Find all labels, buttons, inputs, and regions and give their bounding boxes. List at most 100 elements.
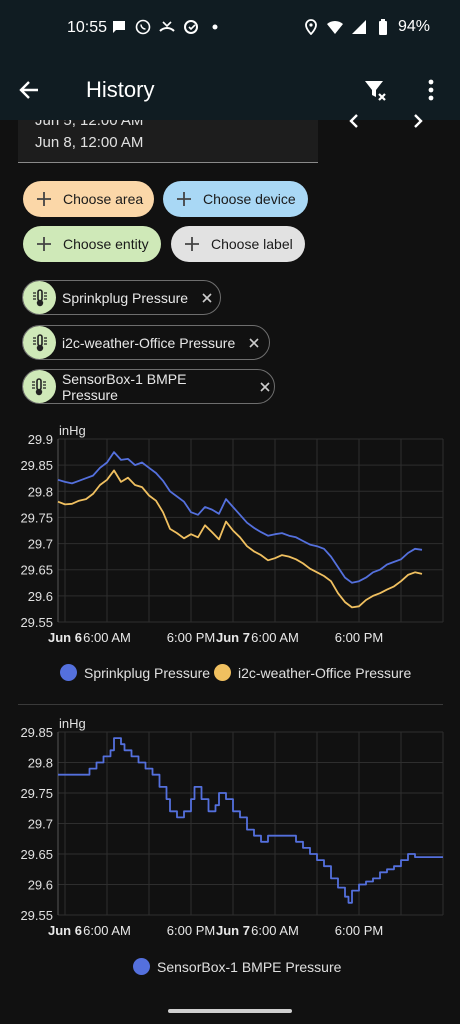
- y-tick-label: 29.55: [20, 908, 53, 923]
- y-tick-label: 29.75: [20, 786, 53, 801]
- history-chart-2[interactable]: inHg 29.85 29.8 29.75 29.7 29.65 29.6 29.55 Jun …: [0, 712, 460, 982]
- status-time: 10:55: [67, 19, 108, 36]
- x-tick-label: 6:00 AM: [83, 923, 131, 938]
- app-bar: History: [0, 58, 460, 120]
- y-tick-label: 29.8: [28, 484, 53, 499]
- entity-chip-label: Sprinkplug Pressure: [62, 289, 189, 306]
- series-line-0: [57, 451, 423, 584]
- status-bar: 10:55 94%: [0, 0, 460, 58]
- legend-label: i2c-weather-Office Pressure: [238, 664, 412, 681]
- history-chart-1[interactable]: inHg 29.9 29.85 29.8 29.75 29.7 29.65 29.6 29.55…: [0, 420, 460, 700]
- previous-range-button[interactable]: [342, 113, 366, 133]
- x-tick-label: Jun 6: [48, 630, 82, 645]
- x-tick-label: 6:00 AM: [251, 923, 299, 938]
- y-tick-label: 29.7: [28, 537, 53, 552]
- choose-entity-label: Choose entity: [63, 236, 149, 252]
- plus-icon: [37, 237, 51, 251]
- thermometer-icon: [23, 326, 56, 359]
- chart-1-plot[interactable]: inHg 29.9 29.85 29.8 29.75 29.7 29.65 29.6 29.55…: [0, 420, 460, 660]
- choose-label-label: Choose label: [211, 236, 293, 252]
- date-range-start: Jun 5, 12:00 AM: [35, 120, 144, 129]
- x-tick-label: Jun 6: [48, 923, 82, 938]
- x-tick-label: 6:00 PM: [335, 923, 383, 938]
- system-icons: 94%: [302, 18, 430, 36]
- legend-item-i2c-weather[interactable]: i2c-weather-Office Pressure: [214, 664, 411, 681]
- wifi-icon: [326, 18, 344, 36]
- plus-icon: [185, 237, 199, 251]
- axis-unit-label: inHg: [59, 716, 86, 731]
- close-icon: [260, 381, 270, 392]
- legend-item-sprinkplug[interactable]: Sprinkplug Pressure: [60, 664, 210, 681]
- chart-2-plot[interactable]: inHg29.8529.829.7529.729.6529.629.55Jun …: [0, 712, 460, 952]
- entity-chip-sprinkplug[interactable]: Sprinkplug Pressure: [22, 280, 221, 315]
- y-tick-label: 29.65: [20, 847, 53, 862]
- series-line-0: [58, 737, 443, 904]
- legend-label: SensorBox-1 BMPE Pressure: [157, 958, 342, 975]
- axis-unit-label: inHg: [59, 423, 86, 438]
- y-tick-label: 29.9: [28, 432, 53, 447]
- close-icon: [249, 337, 259, 348]
- choose-area-label: Choose area: [63, 191, 144, 207]
- y-tick-label: 29.8: [28, 756, 53, 771]
- legend-item-sensorbox[interactable]: SensorBox-1 BMPE Pressure: [133, 958, 341, 975]
- thermometer-icon: [23, 281, 56, 314]
- back-button[interactable]: [14, 75, 44, 105]
- sync-icon: [182, 18, 200, 36]
- legend-swatch: [133, 958, 150, 975]
- message-icon: [110, 18, 128, 36]
- choose-device-label: Choose device: [203, 191, 296, 207]
- chevron-left-icon: [349, 114, 358, 128]
- dot-icon: [206, 18, 224, 36]
- remove-entity-button[interactable]: [256, 378, 274, 396]
- plus-icon: [37, 192, 51, 206]
- date-range-picker[interactable]: Jun 5, 12:00 AM Jun 8, 12:00 AM: [18, 120, 318, 163]
- more-vert-icon: [428, 79, 434, 101]
- x-tick-label: Jun 7: [216, 630, 250, 645]
- clear-filter-button[interactable]: [360, 75, 390, 105]
- location-icon: [302, 18, 320, 36]
- close-icon: [202, 292, 212, 303]
- x-tick-label: 6:00 PM: [167, 630, 215, 645]
- thermometer-icon: [23, 370, 56, 403]
- y-tick-label: 29.6: [28, 878, 53, 893]
- x-tick-label: 6:00 AM: [83, 630, 131, 645]
- entity-chip-i2c-weather[interactable]: i2c-weather-Office Pressure: [22, 325, 270, 360]
- more-options-button[interactable]: [416, 75, 446, 105]
- x-tick-label: 6:00 PM: [167, 923, 215, 938]
- legend-label: Sprinkplug Pressure: [84, 664, 211, 681]
- choose-entity-button[interactable]: Choose entity: [23, 226, 161, 262]
- x-tick-label: 6:00 PM: [335, 630, 383, 645]
- x-tick-label: Jun 7: [216, 923, 250, 938]
- date-range-end: Jun 8, 12:00 AM: [35, 134, 144, 151]
- filter-clear-icon: [365, 81, 386, 101]
- choose-device-button[interactable]: Choose device: [163, 181, 308, 217]
- gesture-navigation-bar[interactable]: [168, 1009, 292, 1013]
- y-tick-label: 29.6: [28, 589, 53, 604]
- notification-icons: [110, 18, 224, 36]
- legend-swatch: [214, 664, 231, 681]
- x-tick-label: 6:00 AM: [251, 630, 299, 645]
- y-tick-label: 29.55: [20, 615, 53, 630]
- y-tick-label: 29.75: [20, 510, 53, 525]
- series-line-1: [57, 469, 423, 609]
- next-range-button[interactable]: [406, 113, 430, 133]
- remove-entity-button[interactable]: [198, 289, 216, 307]
- entity-chip-sensorbox[interactable]: SensorBox-1 BMPE Pressure: [22, 369, 275, 404]
- choose-label-button[interactable]: Choose label: [171, 226, 305, 262]
- entity-chip-label: SensorBox-1 BMPE Pressure: [61, 370, 187, 403]
- chevron-right-icon: [414, 114, 423, 128]
- y-tick-label: 29.7: [28, 817, 53, 832]
- missed-call-icon: [158, 18, 176, 36]
- battery-icon: [374, 18, 392, 36]
- y-tick-label: 29.85: [20, 725, 53, 740]
- remove-entity-button[interactable]: [245, 334, 263, 352]
- legend-swatch: [60, 664, 77, 681]
- y-tick-label: 29.65: [20, 563, 53, 578]
- choose-area-button[interactable]: Choose area: [23, 181, 154, 217]
- y-tick-label: 29.85: [20, 458, 53, 473]
- plus-icon: [177, 192, 191, 206]
- signal-icon: [350, 18, 368, 36]
- entity-chip-label: i2c-weather-Office Pressure: [62, 334, 236, 351]
- arrow-left-icon: [19, 81, 38, 99]
- battery-percent: 94%: [397, 18, 430, 35]
